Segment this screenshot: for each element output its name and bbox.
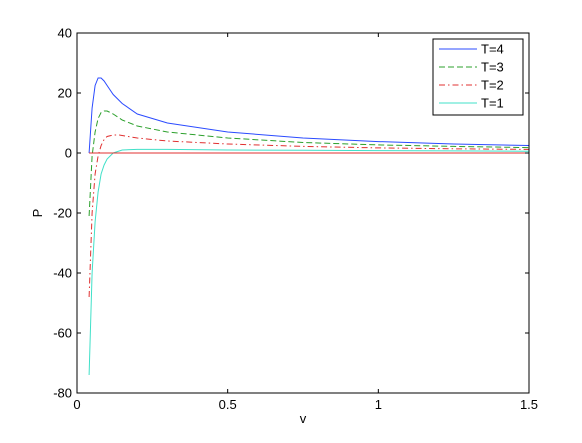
legend-label: T=1 [481, 96, 504, 111]
y-tick-label: 0 [65, 146, 72, 161]
y-tick-label: 40 [58, 26, 72, 41]
series-layer [88, 77, 530, 376]
x-axis-label: v [300, 411, 307, 426]
series-line-t1 [88, 148, 530, 376]
x-tick-label: 0.5 [219, 397, 237, 412]
y-tick-label: -20 [53, 206, 72, 221]
y-axis-label: P [30, 209, 45, 218]
ticks-layer: 0 0.5 1 1.5 -80 -60 -40 -20 0 20 40 [53, 26, 538, 413]
x-tick-label: 0 [73, 397, 80, 412]
legend-box [432, 38, 524, 116]
legend-label: T=2 [481, 78, 504, 93]
y-tick-label: -60 [53, 326, 72, 341]
series-line-t4 [88, 77, 530, 154]
x-tick-label: 1.5 [520, 397, 538, 412]
legend-label: T=4 [481, 42, 504, 57]
legend-label: T=3 [481, 60, 504, 75]
series-line-t2 [88, 134, 530, 298]
legend: T=4 T=3 T=2 T=1 [432, 38, 524, 116]
series-line-t3 [88, 110, 530, 217]
y-tick-label: 20 [58, 86, 72, 101]
y-tick-label: -80 [53, 386, 72, 401]
x-tick-label: 1 [375, 397, 382, 412]
y-tick-label: -40 [53, 266, 72, 281]
